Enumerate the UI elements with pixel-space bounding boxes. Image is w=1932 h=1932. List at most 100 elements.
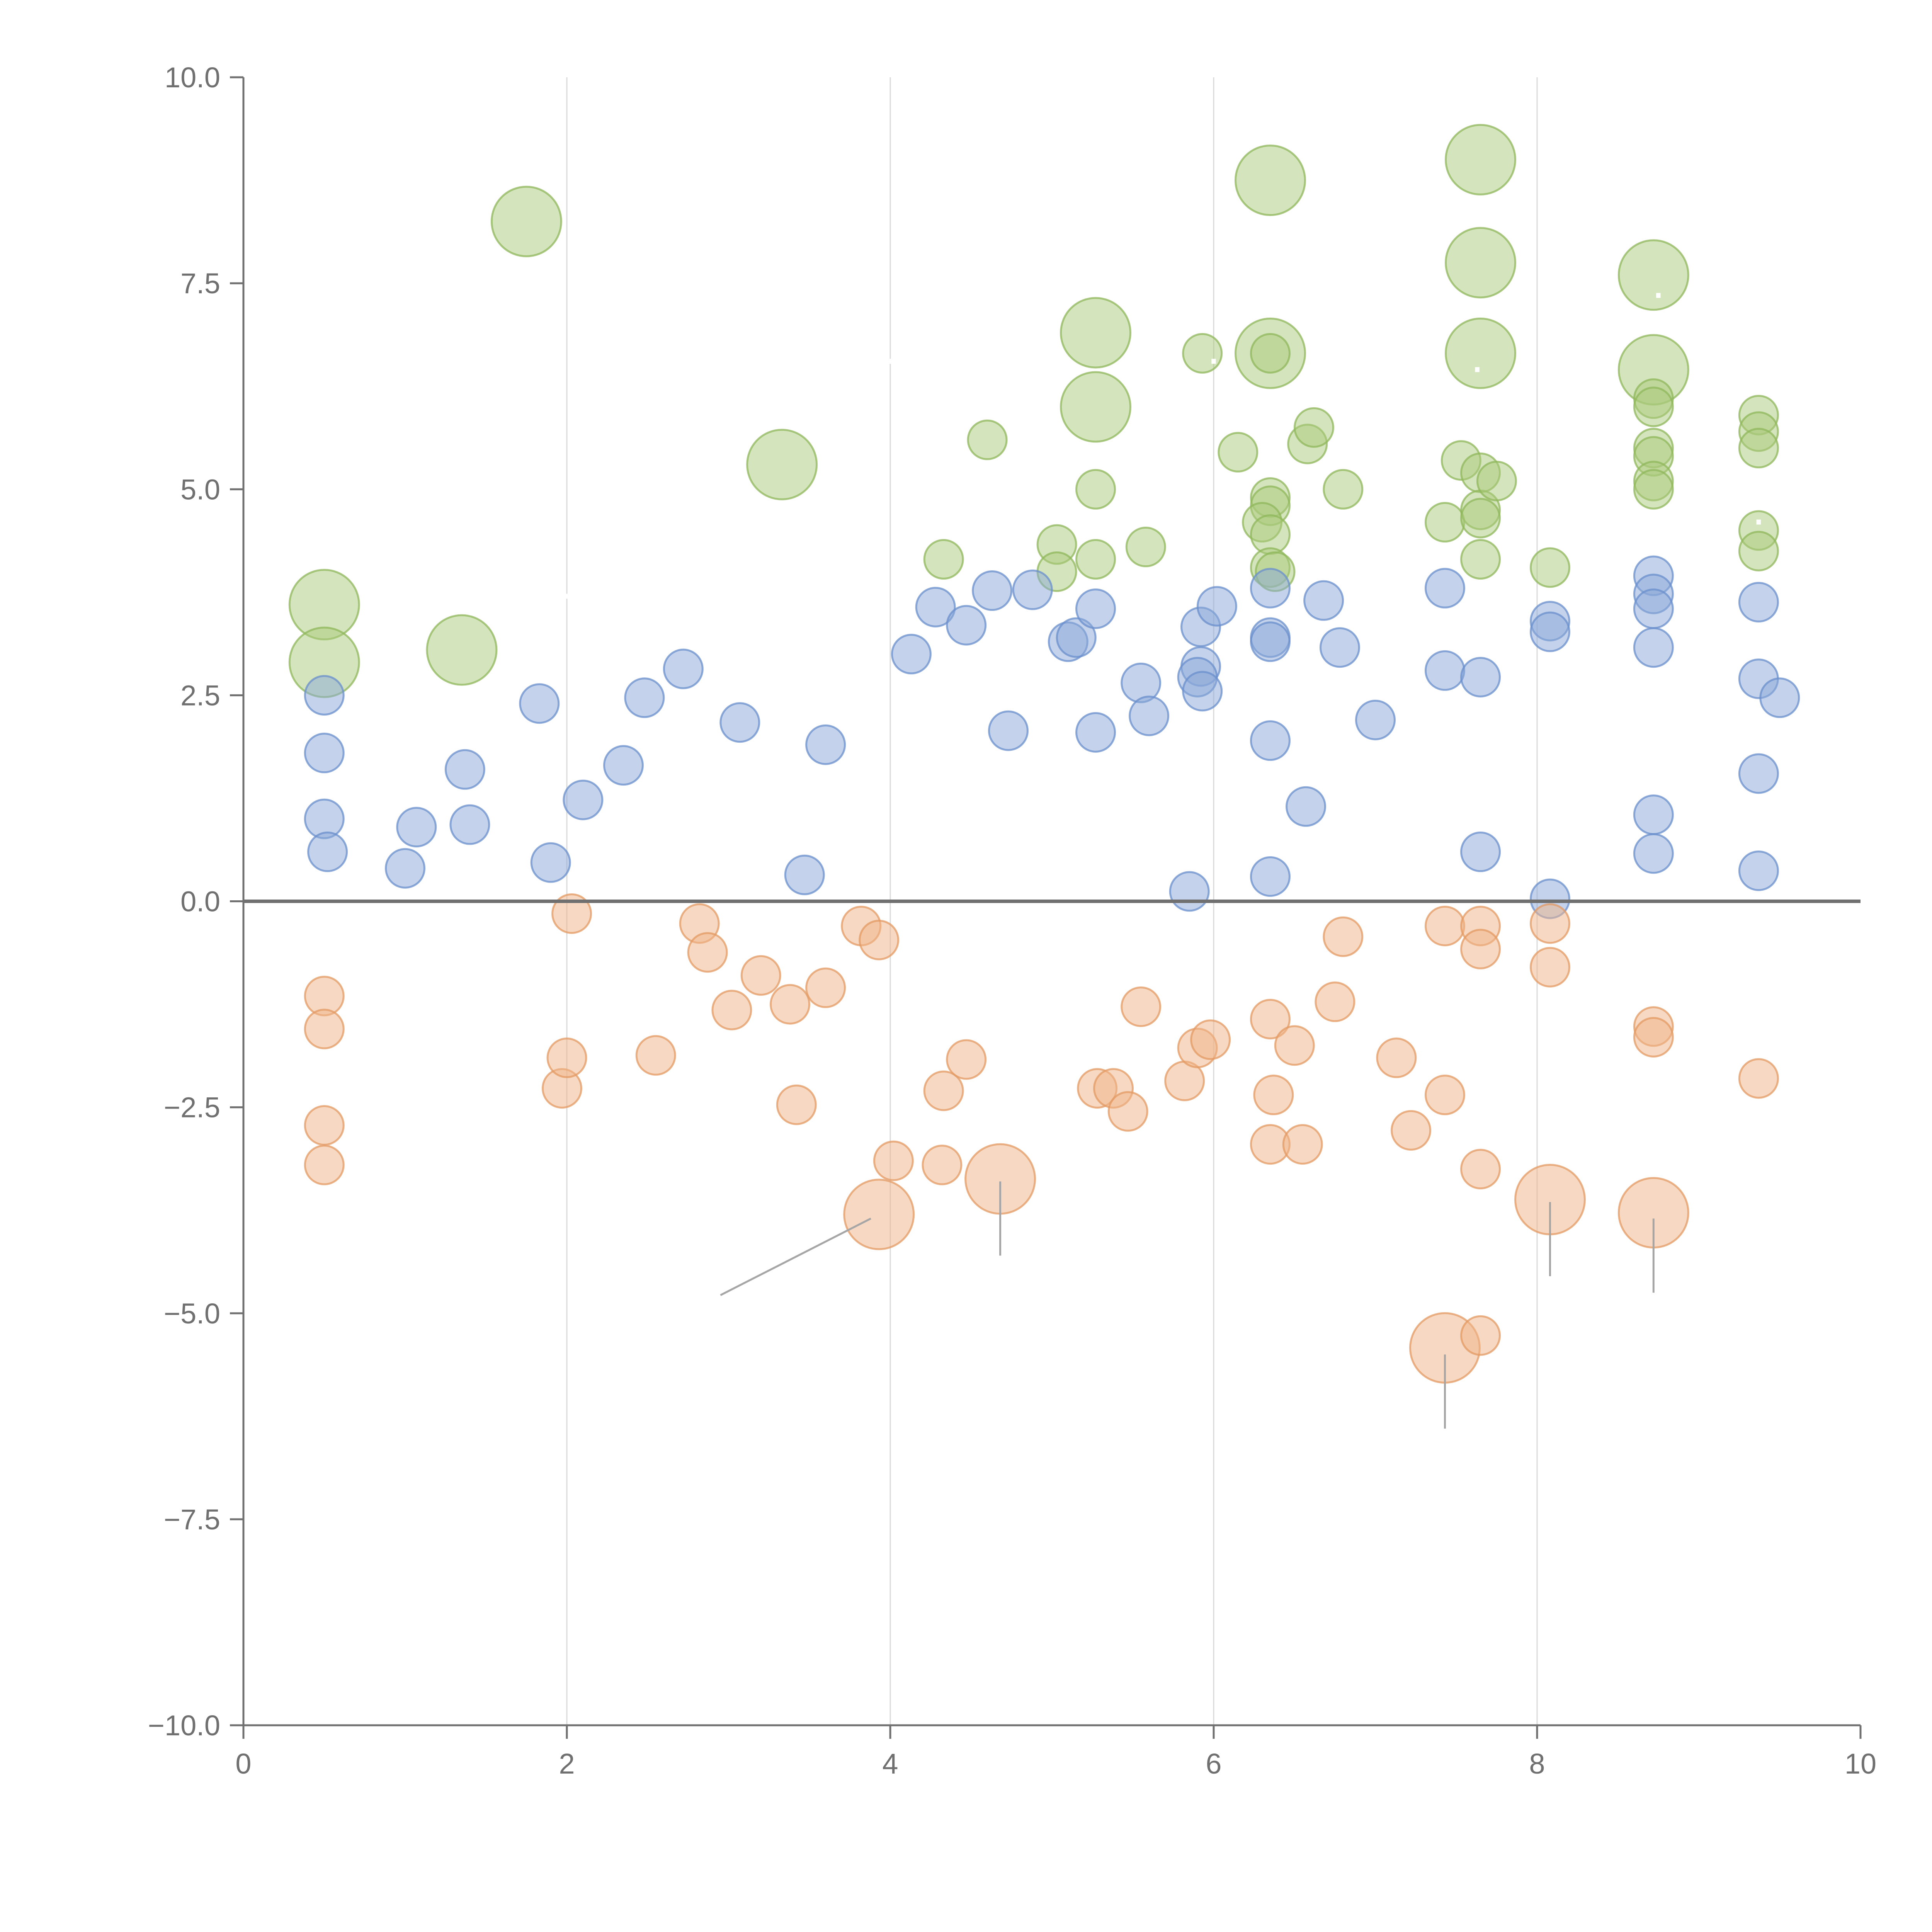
bubble-blue-9 [530,842,571,883]
axes: 10.0 7.5 5.0 2.5 0.0 −2.5 −5.0 −7.5 −10.0 0 2 4 6 8 10 [148,61,1876,1780]
bubble-blue-42 [1319,627,1360,668]
bubble-blue-6 [444,749,485,790]
bubble-label-6: · [1751,493,1766,545]
bubble-orange-35 [1323,916,1364,957]
bubble-blue-4 [385,848,425,889]
bubble-blue-11 [603,745,644,786]
bubble-orange-1 [304,1009,345,1049]
bubble-orange-11 [740,955,781,996]
bubble-label-2: · [883,332,898,384]
bubble-green-2 [426,614,498,686]
bubble-orange-20 [923,1070,964,1111]
bubble-blue-49 [1529,611,1570,652]
bubble-label-1: · [559,567,575,619]
bubble-orange-10 [711,990,752,1031]
bubble-layer [288,124,1800,1384]
bubble-orange-19 [922,1145,963,1185]
x-tick-label-3: 6 [1206,1748,1221,1780]
bubble-blue-12 [624,677,665,718]
bubble-blue-47 [1460,832,1501,872]
bubble-green-35 [1460,498,1501,539]
bubble-green-6 [967,419,1008,460]
bubble-blue-26 [1075,712,1116,753]
bubble-green-30 [1445,124,1517,196]
bubble-orange-47 [1529,947,1570,988]
bubble-blue-45 [1424,650,1465,691]
bubble-green-42 [1633,386,1674,427]
bubble-green-39 [1617,239,1689,311]
y-tick-label-0: 10.0 [165,61,220,94]
bubble-green-49 [1738,428,1779,469]
bubble-green-51 [1738,531,1779,571]
bubble-green-16 [1234,145,1306,216]
leader-line-0 [720,1218,871,1296]
leader-lines [720,1181,1655,1429]
bubble-green-36 [1460,539,1501,580]
bubble-orange-9 [687,932,728,973]
y-tick-label-1: 7.5 [180,267,220,299]
y-tick-label-4: 0.0 [180,886,220,918]
bubble-orange-31 [1253,1075,1294,1116]
bubble-blue-54 [1633,627,1674,668]
bubble-blue-29 [1169,871,1210,912]
bubble-blue-20 [972,570,1013,611]
bubble-blue-39 [1250,856,1291,897]
bubble-green-4 [746,429,818,500]
x-tick-label-0: 0 [235,1748,251,1780]
bubble-orange-30 [1250,998,1291,1039]
bubble-green-9 [1060,297,1131,369]
bubble-blue-8 [519,683,560,724]
bubble-green-26 [1293,407,1334,448]
bubble-orange-21 [946,1039,987,1080]
bubble-blue-21 [988,710,1029,751]
bubble-orange-25 [1107,1091,1148,1132]
bubble-blue-44 [1424,568,1465,609]
bubble-blue-59 [1759,677,1800,718]
x-tick-label-5: 10 [1845,1748,1876,1780]
bubble-blue-16 [805,724,846,765]
bubble-orange-50 [1633,1017,1674,1058]
bubble-orange-7 [635,1035,676,1076]
bubble-label-5: · [1651,266,1666,318]
bubble-orange-29 [1190,1019,1231,1060]
bubble-orange-46 [1529,903,1570,944]
bubble-blue-14 [719,702,760,743]
y-tick-label-3: 2.5 [180,679,220,711]
bubble-orange-26 [1121,986,1162,1027]
bubble-blue-17 [891,634,932,675]
bubble-blue-35 [1250,568,1291,609]
bubble-blue-19 [946,605,987,646]
bubble-green-3 [490,185,562,257]
bubble-blue-10 [563,779,604,820]
bubble-orange-52 [1738,1058,1779,1099]
bubble-blue-18 [915,587,956,628]
bubble-green-18 [1250,333,1291,374]
bubble-blue-38 [1250,720,1291,761]
bubble-labels: · · · · · · · [320,266,1767,800]
bubble-orange-17 [843,1179,915,1250]
bubble-green-46 [1633,469,1674,510]
bubble-blue-41 [1303,580,1344,621]
bubble-orange-33 [1274,1025,1315,1066]
bubble-blue-0 [304,675,345,716]
bubble-orange-2 [304,1105,345,1146]
y-tick-label-2: 5.0 [180,473,220,505]
bubble-orange-45 [1460,1315,1501,1356]
y-tick-label-8: −10.0 [148,1709,220,1742]
bubble-green-37 [1476,461,1517,502]
bubble-green-31 [1445,227,1517,299]
bubble-green-10 [1060,371,1131,443]
bubble-blue-1 [304,733,345,774]
bubble-blue-22 [1012,569,1053,610]
bubble-blue-55 [1633,794,1674,835]
bubble-label-3: · [1206,332,1221,384]
x-tick-label-2: 4 [882,1748,898,1780]
bubble-blue-7 [449,804,490,845]
bubble-blue-40 [1286,786,1327,827]
bubble-blue-28 [1129,696,1170,736]
bubble-blue-24 [1056,617,1097,658]
bubble-blue-60 [1738,753,1779,794]
bubble-orange-14 [805,967,846,1008]
bubble-orange-16 [859,920,900,961]
